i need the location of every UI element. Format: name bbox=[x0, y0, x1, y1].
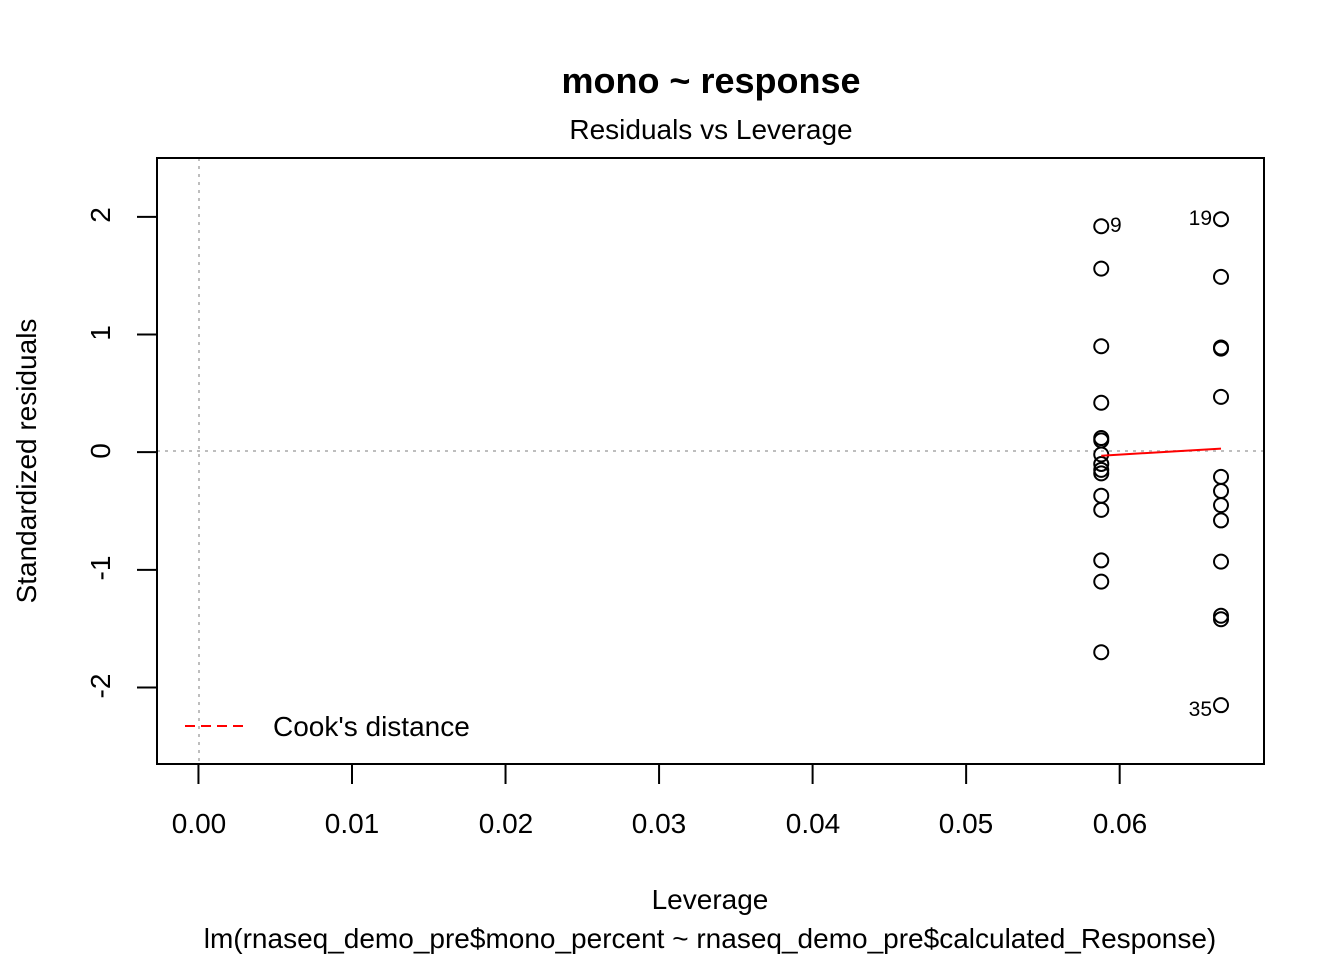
data-point bbox=[1093, 487, 1110, 504]
y-tick-label: -1 bbox=[85, 556, 116, 581]
legend: Cook's distance bbox=[185, 711, 470, 742]
data-point bbox=[1093, 218, 1110, 235]
chart-subtitle: Residuals vs Leverage bbox=[569, 114, 852, 145]
data-point bbox=[1213, 211, 1230, 228]
data-point bbox=[1093, 552, 1110, 569]
model-formula-caption: lm(rnaseq_demo_pre$mono_percent ~ rnaseq… bbox=[204, 923, 1217, 954]
data-point bbox=[1093, 338, 1110, 355]
data-points bbox=[1093, 211, 1230, 714]
data-point bbox=[1213, 697, 1230, 714]
x-tick-label: 0.01 bbox=[325, 808, 380, 839]
y-axis-ticks bbox=[137, 215, 157, 689]
data-point bbox=[1093, 394, 1110, 411]
data-point bbox=[1213, 497, 1230, 514]
x-tick-label: 0.00 bbox=[172, 808, 227, 839]
data-point bbox=[1213, 340, 1230, 357]
x-axis-ticks bbox=[197, 764, 1121, 784]
data-point bbox=[1093, 644, 1110, 661]
y-tick-label: 2 bbox=[85, 207, 116, 223]
x-axis-title: Leverage bbox=[652, 884, 769, 915]
y-tick-label: 1 bbox=[85, 325, 116, 341]
data-point bbox=[1093, 501, 1110, 518]
x-tick-label: 0.03 bbox=[632, 808, 687, 839]
data-point bbox=[1213, 553, 1230, 570]
y-axis-title: Standardized residuals bbox=[11, 319, 42, 604]
data-point bbox=[1213, 611, 1230, 628]
x-tick-label: 0.06 bbox=[1093, 808, 1148, 839]
point-label-35: 35 bbox=[1189, 698, 1212, 721]
point-labels: 9 19 35 bbox=[1110, 207, 1212, 721]
x-tick-label: 0.04 bbox=[786, 808, 841, 839]
x-tick-label: 0.02 bbox=[479, 808, 534, 839]
data-point bbox=[1213, 268, 1230, 285]
data-point bbox=[1213, 468, 1230, 485]
chart-title: mono ~ response bbox=[561, 60, 860, 101]
y-axis: -2 -1 0 1 2 bbox=[85, 207, 158, 699]
x-axis: 0.00 0.01 0.02 0.03 0.04 0.05 0.06 bbox=[172, 763, 1148, 839]
data-point bbox=[1093, 455, 1110, 472]
data-point bbox=[1093, 465, 1110, 482]
data-point bbox=[1093, 573, 1110, 590]
data-point bbox=[1213, 388, 1230, 405]
y-tick-label: -2 bbox=[85, 674, 116, 699]
data-point bbox=[1213, 512, 1230, 529]
smoothed-trend-line bbox=[1101, 447, 1222, 457]
legend-label: Cook's distance bbox=[273, 711, 470, 742]
y-tick-label: 0 bbox=[85, 443, 116, 459]
data-point bbox=[1213, 483, 1230, 500]
point-label-9: 9 bbox=[1110, 214, 1122, 237]
x-tick-label: 0.05 bbox=[939, 808, 994, 839]
data-point bbox=[1093, 260, 1110, 277]
point-label-19: 19 bbox=[1189, 207, 1212, 230]
